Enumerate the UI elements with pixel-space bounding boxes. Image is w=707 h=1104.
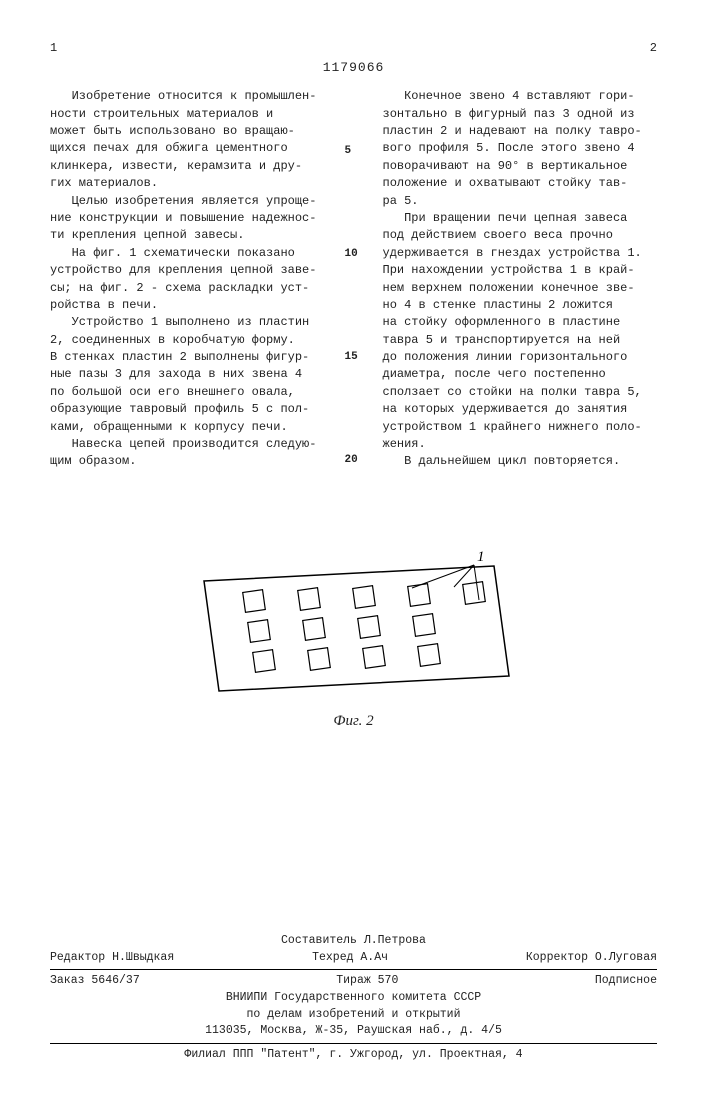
address-1: 113035, Москва, Ж-35, Раушская наб., д. … — [50, 1023, 657, 1040]
line-numbers: 5 10 15 20 — [345, 88, 363, 471]
techred: Техред А.Ач — [312, 950, 388, 967]
tirazh: Тираж 570 — [336, 973, 398, 990]
column-1: Изобретение относится к промышлен- ности… — [50, 88, 325, 471]
compiler: Составитель Л.Петрова — [50, 933, 657, 950]
svg-text:1: 1 — [477, 549, 485, 565]
figure-2: 1 Фиг. 2 — [50, 541, 657, 733]
footer-block: Составитель Л.Петрова Редактор Н.Швыдкая… — [50, 933, 657, 1064]
line-num: 10 — [345, 247, 363, 263]
org-line-1: ВНИИПИ Государственного комитета СССР — [50, 990, 657, 1007]
text-columns: Изобретение относится к промышлен- ности… — [50, 88, 657, 471]
order-number: Заказ 5646/37 — [50, 973, 140, 990]
column-numbers: 1 2 — [50, 40, 657, 57]
line-num: 15 — [345, 350, 363, 366]
podpisnoe: Подписное — [595, 973, 657, 990]
editor: Редактор Н.Швыдкая — [50, 950, 174, 967]
patent-number: 1179066 — [50, 59, 657, 78]
figure-caption: Фиг. 2 — [50, 711, 657, 733]
line-num: 5 — [345, 144, 363, 160]
org-line-2: по делам изобретений и открытий — [50, 1007, 657, 1024]
col-num-right: 2 — [650, 40, 657, 57]
corrector: Корректор О.Луговая — [526, 950, 657, 967]
line-num: 20 — [345, 453, 363, 469]
address-2: Филиал ППП "Патент", г. Ужгород, ул. Про… — [50, 1047, 657, 1064]
figure-diagram: 1 — [184, 541, 524, 701]
col-num-left: 1 — [50, 40, 57, 57]
column-2: Конечное звено 4 вставляют гори- зонталь… — [383, 88, 658, 471]
